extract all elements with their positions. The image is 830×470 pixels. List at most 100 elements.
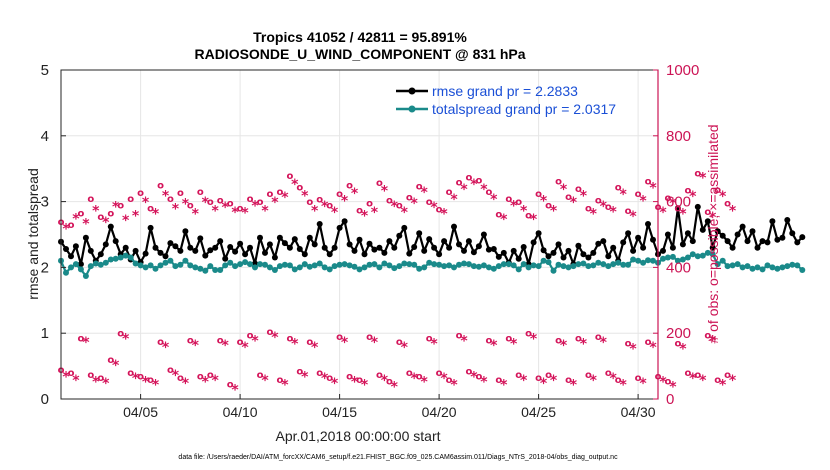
totalspread-point bbox=[470, 263, 477, 270]
y-left-tick-label: 3 bbox=[41, 194, 49, 211]
totalspread-point bbox=[162, 259, 169, 266]
obs_possible_high-point: o bbox=[77, 209, 84, 220]
obs_possible_high-point: o bbox=[157, 181, 164, 192]
rmse-point bbox=[177, 247, 184, 254]
totalspread-point bbox=[620, 261, 627, 268]
obs_assimilated_high-point: * bbox=[82, 217, 90, 233]
totalspread-point bbox=[789, 261, 796, 268]
obs_assimilated_high-point: * bbox=[391, 199, 399, 215]
totalspread-point bbox=[291, 266, 298, 273]
obs_assimilated_low-point: * bbox=[430, 337, 438, 353]
obs_possible_high-point: o bbox=[485, 187, 492, 198]
totalspread-point bbox=[266, 264, 273, 271]
totalspread-point bbox=[580, 260, 587, 267]
rmse-line bbox=[60, 205, 804, 266]
obs_possible_low-point: o bbox=[316, 368, 323, 379]
obs_assimilated_low-point: * bbox=[301, 370, 309, 386]
obs_possible_high-point: o bbox=[565, 192, 572, 203]
obs_assimilated_low-point: * bbox=[480, 374, 488, 390]
obs_assimilated_high-point: * bbox=[560, 182, 568, 198]
obs_assimilated_high-point: * bbox=[112, 199, 120, 215]
obs_assimilated_low-point: * bbox=[172, 368, 180, 384]
obs_possible_high-point: o bbox=[525, 210, 532, 221]
obs_possible_low-point: o bbox=[525, 329, 532, 340]
obs_possible_high-point: o bbox=[356, 205, 363, 216]
obs_possible_high-point: o bbox=[595, 196, 602, 207]
obs_possible_high-point: o bbox=[495, 209, 502, 220]
obs_assimilated_high-point: * bbox=[152, 207, 160, 223]
rmse-point bbox=[77, 261, 84, 268]
obs_assimilated_high-point: * bbox=[351, 186, 359, 202]
obs_possible_high-point: o bbox=[475, 176, 482, 187]
obs_possible_high-point: o bbox=[555, 176, 562, 187]
rmse-point bbox=[371, 246, 378, 253]
legend-rmse-marker bbox=[408, 87, 416, 95]
rmse-point bbox=[605, 253, 612, 260]
totalspread-point bbox=[515, 266, 522, 273]
rmse-point bbox=[112, 238, 119, 245]
obs_assimilated_high-point: * bbox=[301, 189, 309, 205]
totalspread-point bbox=[172, 263, 179, 270]
obs_assimilated_high-point: * bbox=[132, 208, 140, 224]
totalspread-point bbox=[356, 266, 363, 273]
totalspread-point bbox=[729, 262, 736, 269]
rmse-point bbox=[475, 243, 482, 250]
rmse-point bbox=[316, 221, 323, 227]
rmse-point bbox=[595, 240, 602, 247]
obs_assimilated_low-point: * bbox=[719, 378, 727, 394]
obs_assimilated_high-point: * bbox=[719, 189, 727, 205]
obs_possible_low-point: o bbox=[595, 332, 602, 343]
obs_possible_high-point: o bbox=[346, 181, 353, 192]
rmse-point bbox=[630, 247, 637, 254]
rmse-point bbox=[759, 238, 766, 245]
obs_assimilated_low-point: * bbox=[311, 340, 319, 356]
totalspread-point bbox=[799, 267, 806, 273]
obs_assimilated_low-point: * bbox=[381, 373, 389, 389]
totalspread-point bbox=[341, 261, 348, 268]
obs_possible_high-point: o bbox=[237, 204, 244, 215]
totalspread-point bbox=[560, 263, 567, 270]
rmse-point bbox=[784, 217, 791, 223]
obs_possible_high-point: o bbox=[217, 196, 224, 207]
obs_assimilated_high-point: * bbox=[261, 203, 269, 219]
obs_possible_high-point: o bbox=[465, 172, 472, 183]
rmse-point bbox=[346, 241, 353, 248]
obs_possible_low-point: o bbox=[147, 375, 154, 386]
totalspread-point bbox=[222, 262, 229, 269]
obs_assimilated_low-point: * bbox=[241, 340, 249, 356]
rmse-point bbox=[401, 224, 408, 231]
rmse-point bbox=[600, 238, 607, 245]
obs_assimilated_high-point: * bbox=[610, 204, 618, 220]
totalspread-point bbox=[421, 264, 428, 271]
rmse-point bbox=[247, 244, 253, 251]
obs_possible_high-point: o bbox=[694, 169, 701, 180]
rmse-point bbox=[336, 224, 343, 231]
obs_possible_low-point: o bbox=[386, 376, 393, 387]
rmse-point bbox=[366, 240, 373, 247]
obs_possible_low-point: o bbox=[605, 368, 612, 379]
totalspread-point bbox=[406, 261, 413, 268]
totalspread-point bbox=[500, 261, 507, 268]
totalspread-point bbox=[645, 257, 651, 264]
obs_assimilated_high-point: * bbox=[212, 203, 220, 219]
obs_possible_low-point: o bbox=[326, 373, 333, 384]
totalspread-point bbox=[699, 252, 706, 259]
totalspread-point bbox=[401, 260, 408, 267]
rmse-point bbox=[266, 241, 273, 248]
obs_assimilated_high-point: * bbox=[500, 212, 508, 228]
totalspread-point bbox=[595, 259, 602, 266]
obs_assimilated_low-point: * bbox=[162, 340, 170, 356]
obs_possible_high-point: o bbox=[316, 195, 323, 206]
obs_possible_high-point: o bbox=[664, 193, 671, 204]
obs_possible_high-point: o bbox=[386, 196, 393, 207]
obs_assimilated_high-point: * bbox=[480, 182, 488, 198]
rmse-point bbox=[286, 244, 293, 251]
rmse-point bbox=[326, 251, 333, 258]
rmse-point bbox=[550, 249, 557, 256]
chart-title-line1: Tropics 41052 / 42811 = 95.891% bbox=[253, 29, 467, 45]
obs_assimilated_low-point: * bbox=[490, 338, 498, 354]
obs_assimilated_low-point: * bbox=[590, 373, 598, 389]
rmse-point bbox=[301, 251, 308, 258]
obs_possible_high-point: o bbox=[276, 187, 283, 198]
